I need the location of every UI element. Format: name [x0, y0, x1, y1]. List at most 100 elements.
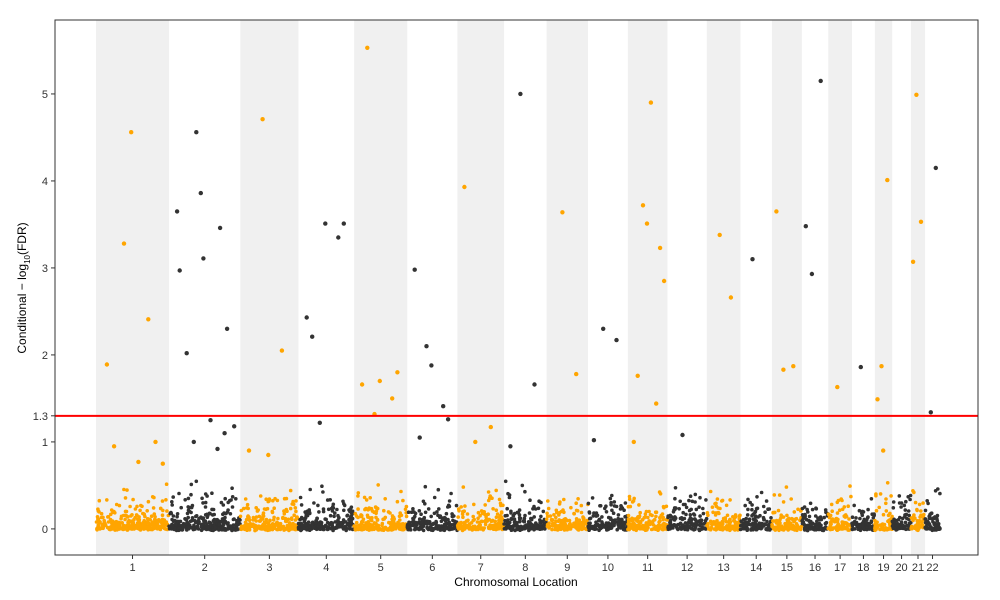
background-point — [480, 526, 484, 530]
background-point — [518, 528, 522, 532]
background-point — [661, 522, 665, 527]
background-point — [317, 510, 321, 514]
background-point — [223, 515, 227, 520]
background-point — [190, 526, 195, 530]
background-point — [753, 510, 757, 515]
background-point — [349, 520, 354, 525]
background-point — [937, 525, 941, 529]
background-point — [557, 518, 561, 522]
background-point — [432, 511, 437, 516]
background-point — [505, 513, 509, 518]
background-point — [689, 522, 694, 527]
background-point — [423, 484, 428, 489]
background-point — [675, 524, 679, 528]
background-point — [796, 525, 800, 530]
background-point — [546, 506, 551, 511]
background-point — [356, 515, 360, 520]
background-point — [549, 517, 554, 522]
data-point — [601, 326, 606, 331]
x-tick-label: 3 — [266, 562, 272, 574]
background-point — [423, 510, 428, 515]
background-point — [348, 525, 352, 529]
background-point — [835, 511, 840, 515]
background-point — [693, 492, 698, 497]
background-point — [411, 516, 415, 521]
x-tick-label: 5 — [378, 562, 384, 574]
background-point — [170, 503, 174, 507]
background-point — [479, 519, 484, 524]
background-point — [465, 512, 470, 516]
background-point — [541, 509, 546, 514]
background-point — [494, 488, 499, 493]
background-point — [776, 508, 781, 513]
background-point — [368, 522, 372, 527]
background-point — [616, 513, 621, 517]
background-point — [899, 501, 904, 505]
background-point — [616, 522, 621, 526]
background-point — [256, 508, 261, 512]
background-point — [745, 513, 750, 517]
background-point — [564, 518, 569, 523]
background-point — [356, 526, 361, 531]
background-point — [156, 524, 161, 529]
background-point — [308, 525, 312, 529]
background-point — [386, 527, 391, 531]
background-point — [692, 513, 697, 517]
background-point — [636, 515, 640, 519]
background-point — [908, 497, 912, 502]
background-point — [636, 523, 640, 528]
background-point — [226, 508, 230, 512]
chromosome-bands — [96, 20, 926, 555]
background-point — [891, 506, 896, 510]
background-point — [288, 488, 293, 493]
background-point — [493, 519, 497, 524]
background-point — [627, 526, 631, 530]
background-point — [565, 527, 569, 532]
background-point — [803, 525, 807, 530]
background-point — [292, 513, 297, 517]
background-point — [631, 499, 636, 503]
data-point — [429, 363, 434, 368]
x-tick-label: 7 — [478, 562, 484, 574]
background-point — [885, 527, 889, 531]
background-point — [684, 512, 688, 517]
background-point — [188, 519, 193, 524]
background-point — [483, 503, 488, 507]
data-point — [266, 452, 271, 458]
x-tick-label: 17 — [834, 562, 846, 574]
background-point — [439, 524, 444, 528]
background-point — [678, 521, 683, 526]
data-point — [635, 373, 640, 378]
background-point — [644, 509, 649, 514]
background-point — [761, 504, 766, 509]
background-point — [533, 507, 538, 511]
background-point — [98, 527, 102, 531]
data-point — [717, 232, 722, 238]
background-point — [569, 505, 573, 510]
background-point — [199, 524, 204, 529]
background-point — [461, 515, 465, 519]
data-point — [560, 210, 565, 215]
background-point — [483, 522, 488, 527]
background-point — [916, 528, 920, 532]
background-point — [429, 514, 434, 519]
background-point — [558, 527, 562, 531]
background-point — [288, 506, 293, 511]
background-point — [410, 523, 414, 528]
background-point — [612, 500, 617, 504]
background-point — [913, 500, 918, 505]
background-point — [462, 524, 466, 528]
background-point — [527, 511, 532, 515]
background-point — [677, 507, 681, 511]
background-point — [243, 497, 248, 501]
background-point — [787, 517, 791, 522]
x-tick-label: 18 — [857, 562, 869, 574]
background-point — [828, 523, 833, 528]
background-point — [424, 521, 428, 525]
data-point — [323, 221, 328, 226]
background-point — [581, 523, 586, 527]
background-point — [905, 523, 909, 528]
background-point — [865, 525, 869, 529]
background-point — [299, 528, 303, 533]
background-point — [842, 514, 847, 518]
